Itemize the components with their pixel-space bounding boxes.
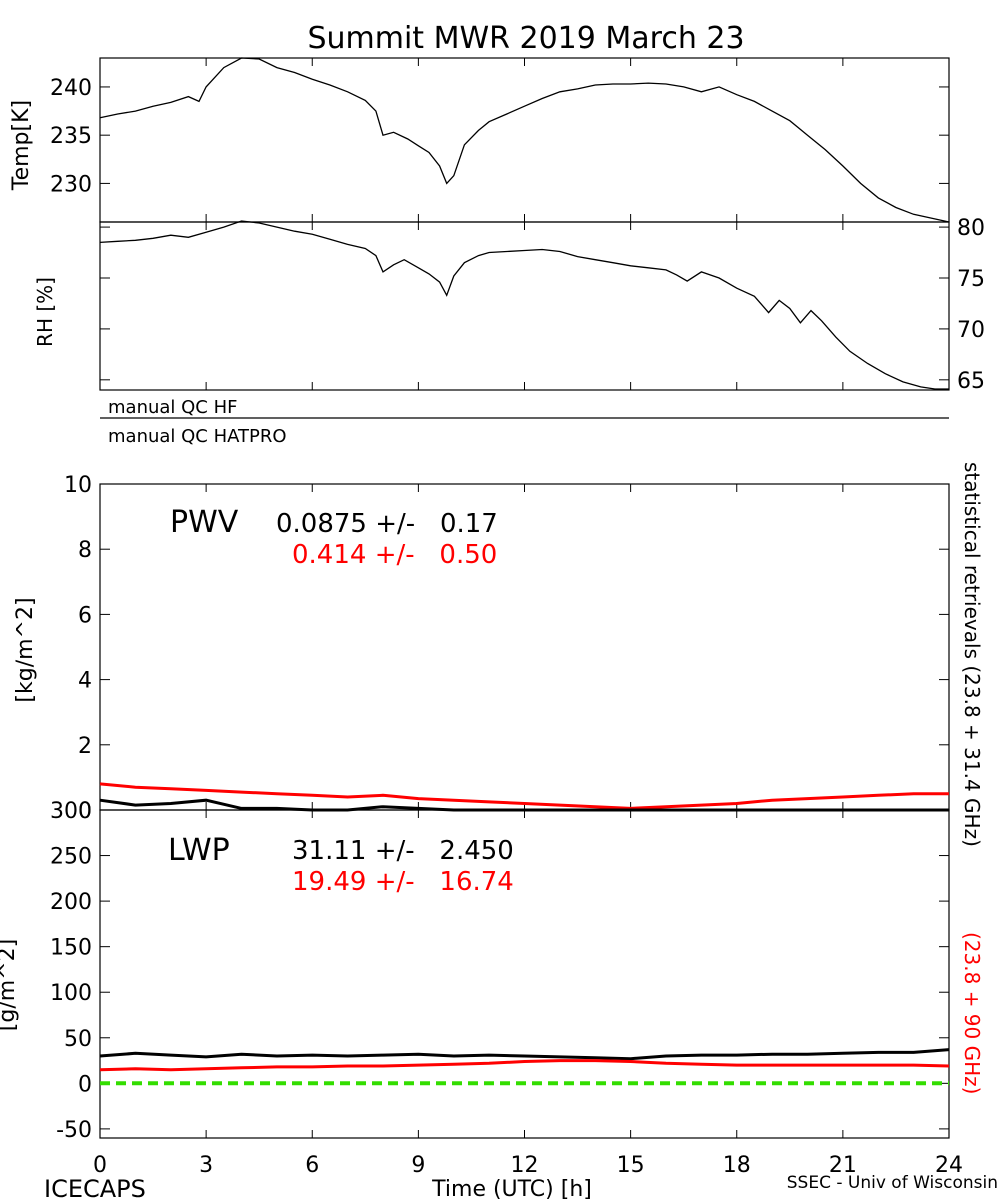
xtick-label: 0 xyxy=(93,1153,107,1178)
pwv-ytick-label: 4 xyxy=(78,669,92,694)
xtick-label: 3 xyxy=(199,1153,213,1178)
temp-yticks: 240 235 230 xyxy=(50,58,950,222)
right-label-statistical: statistical retrievals (23.8 + 31.4 GHz) xyxy=(960,462,984,847)
pwv-ylabel: [kg/m^2] xyxy=(13,597,38,702)
lwp-ytick-label: -50 xyxy=(56,1118,92,1143)
lwp-ytick-label: 250 xyxy=(50,845,92,870)
lwp-stats-red: 19.49 +/- 16.74 xyxy=(292,867,514,897)
temp-ytick-label: 240 xyxy=(50,76,92,101)
lwp-ytick-label: 150 xyxy=(50,936,92,961)
pwv-ytick-label: 0 xyxy=(78,799,92,824)
lwp-ytick-label: 300 xyxy=(50,799,92,824)
pwv-yticks: 10 8 6 4 2 0 xyxy=(64,473,950,824)
temp-series-line xyxy=(99,57,950,223)
xtick-label: 18 xyxy=(723,1153,751,1178)
temp-ytick-label: 235 xyxy=(50,124,92,149)
rh-ylabel: RH [%] xyxy=(33,277,57,347)
rh-yticks: 80 75 70 65 xyxy=(99,216,985,394)
lwp-ytick-label: 50 xyxy=(64,1027,92,1052)
time-xticks: 0 3 6 9 12 15 18 21 24 xyxy=(93,1153,963,1178)
pwv-ytick-label: 6 xyxy=(78,603,92,628)
lwp-stats-black: 31.11 +/- 2.450 xyxy=(292,836,514,866)
rh-ytick-label: 80 xyxy=(957,216,985,241)
pwv-ytick-label: 8 xyxy=(78,538,92,563)
rh-panel-frame xyxy=(99,221,950,391)
pwv-label: PWV xyxy=(170,505,239,540)
lwp-ytick-label: 200 xyxy=(50,890,92,915)
pwv-stats-black: 0.0875 +/- 0.17 xyxy=(276,509,498,539)
x-axis-label: Time (UTC) [h] xyxy=(431,1177,592,1200)
rh-ytick-label: 65 xyxy=(957,369,985,394)
xtick-label: 6 xyxy=(305,1153,319,1178)
lwp-series xyxy=(99,1048,950,1086)
xtick-label: 24 xyxy=(935,1153,963,1178)
lwp-series-red xyxy=(99,1059,950,1072)
temp-panel-frame xyxy=(99,57,950,223)
xtick-label: 21 xyxy=(829,1153,857,1178)
rh-ytick-label: 70 xyxy=(957,318,985,343)
qc-hf-label: manual QC HF xyxy=(108,397,237,418)
chart-title: Summit MWR 2019 March 23 xyxy=(307,21,744,56)
pwv-ytick-label: 2 xyxy=(78,734,92,759)
rh-series-line xyxy=(99,220,949,390)
xtick-label: 9 xyxy=(411,1153,425,1178)
lwp-ytick-label: 100 xyxy=(50,981,92,1006)
rh-ytick-label: 75 xyxy=(957,267,985,292)
pwv-stats-red: 0.414 +/- 0.50 xyxy=(292,540,497,570)
xtick-label: 15 xyxy=(617,1153,645,1178)
pwv-series-red xyxy=(99,782,949,810)
lwp-series-black xyxy=(99,1048,950,1061)
footer-right: SSEC - Univ of Wisconsin xyxy=(787,1173,998,1193)
qc-hatpro-label: manual QC HATPRO xyxy=(108,426,287,447)
pwv-ytick-label: 10 xyxy=(64,473,92,498)
lwp-ylabel: [g/m^2] xyxy=(0,939,20,1031)
temp-ytick-label: 230 xyxy=(50,172,92,197)
lwp-ytick-label: 0 xyxy=(78,1072,92,1097)
footer-left: ICECAPS xyxy=(44,1175,146,1200)
lwp-label: LWP xyxy=(168,833,230,868)
temp-ylabel: Temp[K] xyxy=(9,100,34,191)
rh-series xyxy=(99,220,949,390)
temp-series xyxy=(99,57,950,223)
xtick-label: 12 xyxy=(511,1153,539,1178)
right-label-red: (23.8 + 90 GHz) xyxy=(960,932,984,1094)
